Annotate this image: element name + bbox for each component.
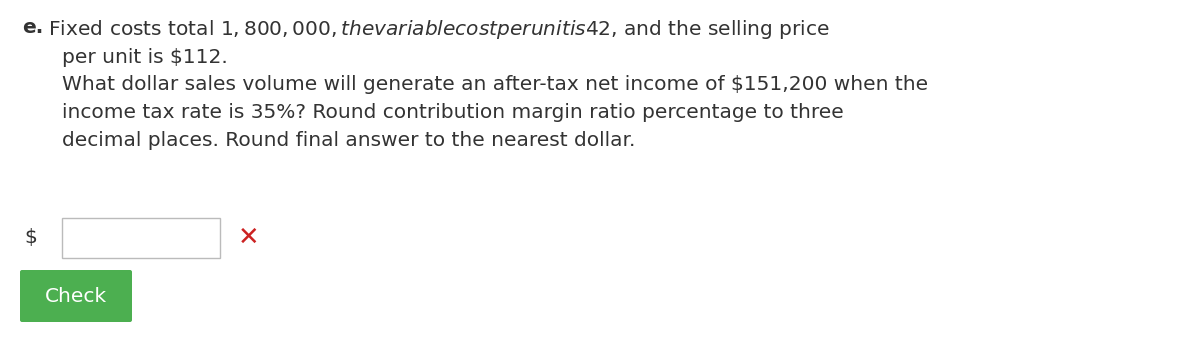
Text: Check: Check bbox=[44, 286, 107, 306]
Text: What dollar sales volume will generate an after-tax net income of $151,200 when : What dollar sales volume will generate a… bbox=[62, 75, 928, 94]
FancyBboxPatch shape bbox=[20, 270, 132, 322]
Bar bbox=[62, 218, 220, 258]
Text: Fixed costs total $1,800,000, the variable cost per unit is $42, and the selling: Fixed costs total $1,800,000, the variab… bbox=[42, 18, 830, 41]
Text: $: $ bbox=[24, 228, 37, 248]
Text: ✕: ✕ bbox=[238, 225, 259, 251]
Text: decimal places. Round final answer to the nearest dollar.: decimal places. Round final answer to th… bbox=[62, 131, 635, 150]
Text: income tax rate is 35%? Round contribution margin ratio percentage to three: income tax rate is 35%? Round contributi… bbox=[62, 103, 844, 122]
Text: e.: e. bbox=[22, 18, 43, 37]
Text: per unit is $112.: per unit is $112. bbox=[62, 48, 228, 67]
